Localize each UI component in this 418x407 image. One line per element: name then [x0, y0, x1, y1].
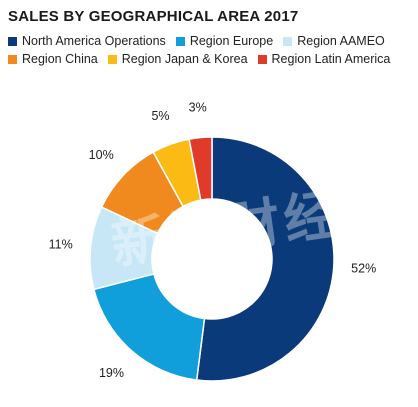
donut-slice: [92, 273, 206, 381]
legend-swatch: [8, 36, 17, 46]
legend-swatch: [107, 54, 117, 64]
legend-label: Region AAMEO: [297, 34, 385, 48]
slice-label: 3%: [189, 101, 207, 115]
chart-legend: North America Operations Region Europe Reg…: [8, 34, 413, 66]
legend-item: Region Latin America: [257, 52, 391, 66]
legend-label: Region Japan & Korea: [121, 52, 248, 66]
slice-label: 5%: [151, 109, 169, 123]
chart-title: SALES BY GEOGRAPHICAL AREA 2017: [8, 8, 299, 25]
legend-item: Region China: [8, 52, 98, 66]
donut-slice: [195, 136, 335, 382]
legend-item: North America Operations: [8, 34, 166, 48]
legend-swatch: [257, 54, 267, 64]
legend-item: Region Japan & Korea: [107, 52, 248, 66]
legend-swatch: [283, 36, 293, 46]
legend-item: Region Europe: [175, 34, 274, 48]
legend-label: North America Operations: [22, 34, 166, 48]
legend-label: Region Latin America: [271, 52, 391, 66]
slice-label: 52%: [351, 262, 376, 276]
legend-swatch: [8, 54, 17, 64]
slice-label: 19%: [99, 366, 124, 380]
slice-label: 10%: [89, 148, 114, 162]
legend-label: Region China: [22, 52, 98, 66]
legend-swatch: [175, 36, 185, 46]
slice-label: 11%: [49, 238, 73, 252]
legend-label: Region Europe: [189, 34, 274, 48]
legend-item: Region AAMEO: [283, 34, 385, 48]
donut-slice: [188, 136, 213, 201]
